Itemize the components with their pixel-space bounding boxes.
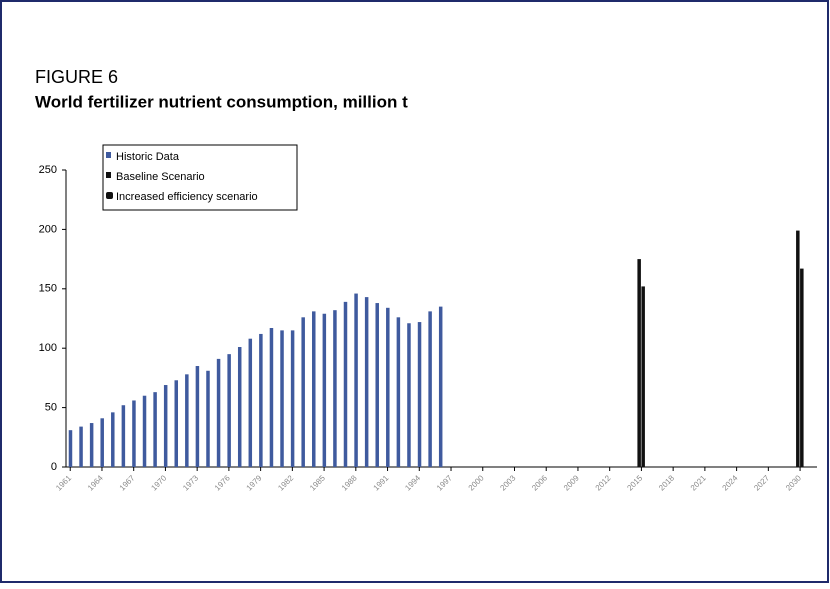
bar — [142, 395, 147, 467]
bar — [89, 423, 94, 467]
y-tick-label: 150 — [39, 283, 57, 295]
bar — [343, 301, 348, 467]
bar — [417, 322, 422, 467]
bar — [375, 303, 379, 467]
bar — [163, 385, 168, 467]
y-tick-label: 250 — [39, 164, 57, 176]
bar — [248, 338, 253, 467]
bar — [227, 354, 231, 467]
legend-swatch — [106, 152, 111, 158]
bar — [132, 400, 136, 467]
bar — [68, 430, 73, 467]
bar — [354, 293, 358, 467]
bar — [206, 370, 210, 467]
bar — [174, 380, 179, 467]
legend-label: Baseline Scenario — [116, 171, 205, 183]
bar — [269, 328, 274, 467]
bar — [428, 311, 432, 467]
legend-label: Historic Data — [116, 151, 180, 163]
legend-swatch — [106, 192, 113, 199]
y-tick-label: 0 — [51, 461, 57, 473]
bar — [153, 392, 157, 467]
bar — [290, 330, 295, 467]
legend-swatch — [106, 172, 111, 178]
bar — [280, 330, 284, 467]
bar — [641, 286, 645, 467]
bar — [637, 259, 641, 467]
bar — [396, 317, 401, 467]
y-tick-label: 200 — [39, 223, 57, 235]
bar — [301, 317, 305, 467]
bar — [121, 405, 126, 467]
bar — [195, 366, 200, 467]
bar — [364, 297, 369, 467]
legend-label: Increased efficiency scenario — [116, 191, 258, 203]
legend-box — [102, 144, 298, 211]
bar — [111, 412, 115, 467]
chart-subtitle: World fertilizer nutrient consumption, m… — [35, 92, 408, 111]
bar — [79, 426, 83, 467]
bar — [796, 230, 800, 467]
bar — [322, 313, 327, 467]
y-tick-label: 50 — [45, 402, 57, 414]
bar — [386, 307, 390, 467]
bar — [216, 358, 221, 467]
bar — [438, 306, 443, 467]
bar — [237, 347, 242, 467]
bar — [259, 333, 263, 467]
bar — [333, 310, 337, 467]
bar — [800, 268, 804, 467]
bar — [407, 323, 411, 467]
chart-title: FIGURE 6 — [35, 67, 118, 87]
bar — [100, 418, 104, 467]
bar — [185, 374, 189, 467]
bar — [312, 311, 316, 467]
y-tick-label: 100 — [39, 342, 57, 354]
